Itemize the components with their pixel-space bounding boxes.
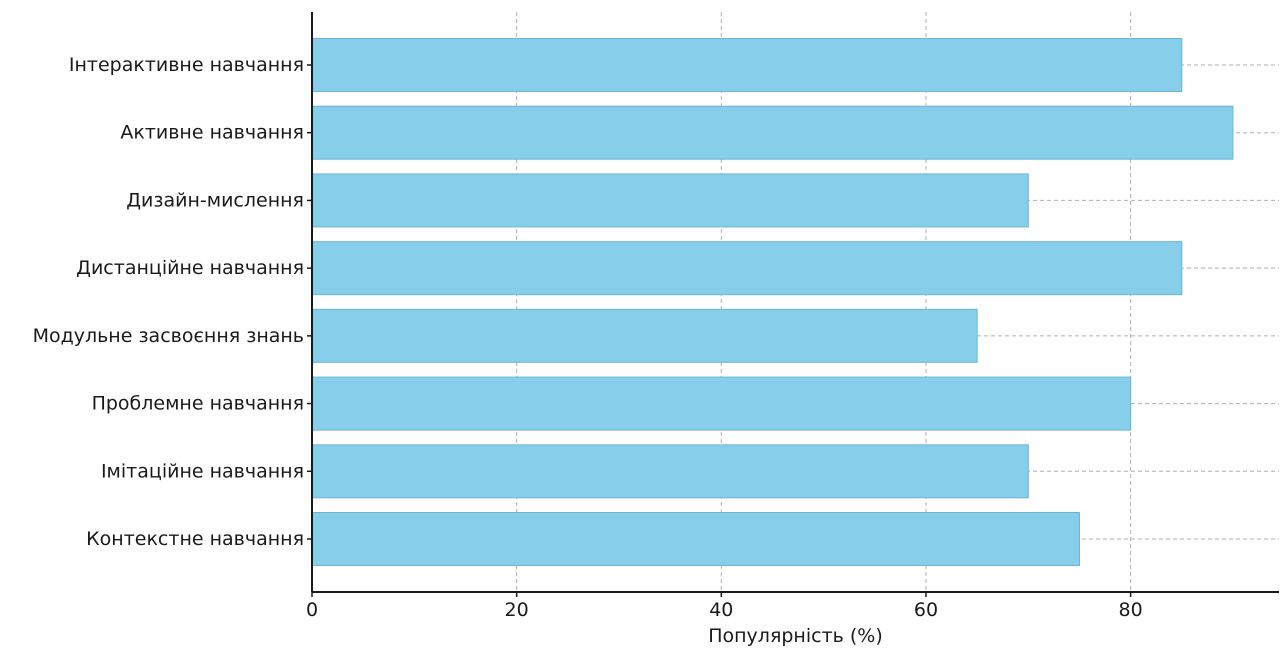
x-axis-label: Популярність (%): [708, 625, 883, 647]
grid-lines: [312, 12, 1279, 592]
bar-6: [311, 444, 1029, 499]
bar-3: [311, 241, 1183, 296]
y-tick-label-5: Проблемне навчання: [92, 393, 304, 415]
x-tick-label-0: 0: [306, 599, 318, 621]
y-tick-label-4: Модульне засвоєння знань: [33, 325, 304, 347]
x-tick-label-2: 40: [709, 599, 733, 621]
bar-0: [311, 38, 1183, 92]
bar-5: [311, 376, 1132, 431]
bars: [311, 38, 1234, 566]
y-tick-label-2: Дизайн-мислення: [126, 189, 304, 211]
x-tick-labels: 0 20 40 60 80: [306, 592, 1143, 621]
bar-2: [311, 173, 1029, 228]
bar-4: [311, 308, 978, 363]
y-tick-label-6: Імітаційне навчання: [101, 460, 304, 482]
x-tick-label-3: 60: [914, 599, 938, 621]
y-tick-label-7: Контекстне навчання: [86, 528, 304, 550]
bar-7: [311, 512, 1080, 566]
y-tick-label-3: Дистанційне навчання: [76, 257, 304, 279]
x-tick-label-1: 20: [505, 599, 529, 621]
bar-1: [311, 105, 1234, 160]
y-tick-label-1: Активне навчання: [120, 122, 304, 144]
y-tick-label-0: Інтерактивне навчання: [69, 54, 304, 76]
axes: [311, 12, 1279, 593]
y-tick-labels: Інтерактивне навчання Активне навчання Диз…: [33, 54, 312, 550]
x-tick-label-4: 80: [1119, 599, 1143, 621]
